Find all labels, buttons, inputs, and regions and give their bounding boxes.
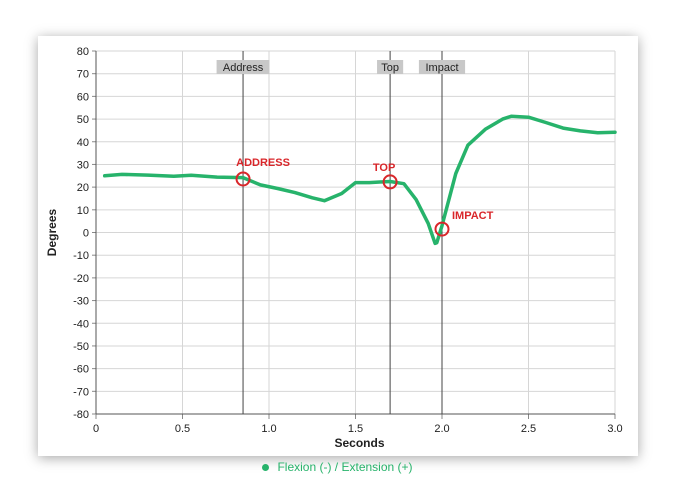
x-axis-title: Seconds <box>334 436 384 450</box>
y-tick-label: -30 <box>73 296 89 308</box>
phase-label: Top <box>381 62 399 74</box>
y-axis-title: Degrees <box>45 209 59 257</box>
y-tick-label: 20 <box>77 182 89 194</box>
y-tick-label: -20 <box>73 273 89 285</box>
phase-label: Impact <box>425 62 458 74</box>
annotation-marker <box>382 174 398 190</box>
series-line <box>102 114 617 246</box>
y-tick-label: -50 <box>73 341 89 353</box>
y-tick-label: -70 <box>73 386 89 398</box>
phase-label-bg <box>377 60 404 74</box>
annotation-label: TOP <box>373 162 395 174</box>
y-tick-label: 40 <box>77 137 89 149</box>
y-tick-label: 0 <box>83 228 89 240</box>
y-tick-label: -60 <box>73 364 89 376</box>
annotation-label: IMPACT <box>452 210 494 222</box>
y-tick-label: 50 <box>77 114 89 126</box>
y-tick-label: -80 <box>73 409 89 421</box>
phase-label: Address <box>223 62 264 74</box>
x-tick-label: 3.0 <box>607 423 622 435</box>
x-tick-label: 2.0 <box>434 423 449 435</box>
y-tick-label: -10 <box>73 250 89 262</box>
y-tick-label: 60 <box>77 91 89 103</box>
x-tick-label: 0 <box>93 423 99 435</box>
annotation-marker <box>235 171 251 187</box>
legend[interactable]: Flexion (-) / Extension (+) <box>0 460 675 474</box>
phase-label-bg <box>216 60 270 74</box>
x-tick-label: 0.5 <box>175 423 190 435</box>
x-tick-label: 1.5 <box>348 423 363 435</box>
legend-marker <box>262 464 270 472</box>
annotation-label: ADDRESS <box>236 157 290 169</box>
phase-label-bg <box>418 60 466 74</box>
y-tick-label: 10 <box>77 205 89 217</box>
chart-card <box>38 36 638 456</box>
y-tick-label: 30 <box>77 159 89 171</box>
x-tick-label: 2.5 <box>521 423 536 435</box>
y-tick-label: 80 <box>77 46 89 58</box>
y-tick-label: -40 <box>73 318 89 330</box>
annotation-marker <box>434 221 450 237</box>
legend-label: Flexion (-) / Extension (+) <box>277 460 413 474</box>
x-tick-label: 1.0 <box>261 423 276 435</box>
y-tick-label: 70 <box>77 69 89 81</box>
